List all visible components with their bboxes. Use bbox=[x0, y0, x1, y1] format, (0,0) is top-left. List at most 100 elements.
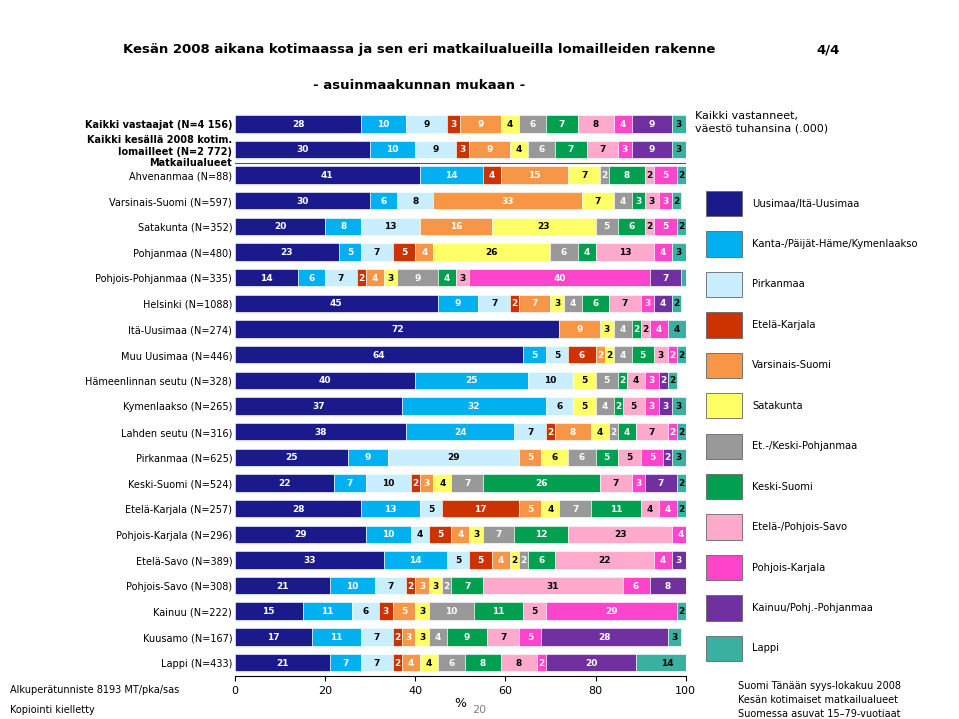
Text: 7: 7 bbox=[342, 659, 348, 667]
Text: 9: 9 bbox=[414, 274, 421, 283]
Text: 23: 23 bbox=[537, 222, 550, 232]
Text: 8: 8 bbox=[480, 659, 486, 667]
Text: 5: 5 bbox=[603, 222, 610, 232]
Text: 21: 21 bbox=[276, 659, 289, 667]
Text: 15: 15 bbox=[528, 171, 541, 180]
Bar bbox=[235, 166, 420, 185]
Text: 5: 5 bbox=[663, 222, 668, 232]
Text: 3: 3 bbox=[663, 402, 668, 411]
Bar bbox=[235, 577, 330, 595]
Text: 5: 5 bbox=[401, 608, 408, 616]
Text: 10: 10 bbox=[386, 145, 399, 155]
Text: 6: 6 bbox=[628, 222, 635, 232]
Text: 38: 38 bbox=[315, 428, 327, 436]
Text: taloustutkimus oy: taloustutkimus oy bbox=[22, 18, 206, 36]
Bar bbox=[672, 449, 686, 467]
Text: 3: 3 bbox=[635, 479, 642, 488]
Bar bbox=[654, 295, 672, 313]
Text: 72: 72 bbox=[391, 325, 404, 334]
Bar bbox=[393, 243, 415, 262]
Bar bbox=[510, 551, 519, 569]
Bar bbox=[618, 218, 645, 236]
Bar bbox=[596, 346, 604, 365]
Text: 6: 6 bbox=[551, 453, 558, 462]
Text: 7: 7 bbox=[374, 248, 380, 257]
Text: 3: 3 bbox=[406, 633, 411, 642]
Text: 4: 4 bbox=[421, 248, 428, 257]
Bar bbox=[537, 654, 546, 672]
Text: 4: 4 bbox=[439, 479, 446, 488]
Text: 9: 9 bbox=[486, 145, 493, 155]
Bar bbox=[527, 372, 573, 390]
Bar bbox=[654, 218, 677, 236]
Text: 4: 4 bbox=[620, 197, 626, 206]
Bar bbox=[460, 115, 501, 134]
Bar bbox=[527, 551, 555, 569]
Bar bbox=[667, 628, 681, 646]
Bar bbox=[614, 397, 622, 416]
Text: 2: 2 bbox=[669, 428, 675, 436]
Text: 6: 6 bbox=[529, 120, 535, 129]
Bar bbox=[452, 475, 482, 493]
Bar bbox=[429, 628, 447, 646]
FancyBboxPatch shape bbox=[706, 474, 742, 499]
Text: 6: 6 bbox=[593, 299, 598, 308]
Text: 3: 3 bbox=[419, 633, 425, 642]
Bar bbox=[302, 603, 352, 621]
Bar bbox=[452, 577, 482, 595]
Bar bbox=[415, 603, 429, 621]
Bar bbox=[632, 115, 672, 134]
Text: 28: 28 bbox=[598, 633, 611, 642]
Bar bbox=[393, 628, 402, 646]
Text: 22: 22 bbox=[278, 479, 291, 488]
Text: 4: 4 bbox=[660, 299, 667, 308]
Bar bbox=[365, 475, 410, 493]
Text: 3: 3 bbox=[676, 145, 682, 155]
Bar bbox=[482, 577, 622, 595]
FancyBboxPatch shape bbox=[706, 515, 742, 540]
Bar bbox=[501, 654, 537, 672]
Text: 6: 6 bbox=[309, 274, 315, 283]
Bar bbox=[437, 654, 465, 672]
Text: 7: 7 bbox=[500, 633, 506, 642]
Bar bbox=[235, 346, 524, 365]
Text: 30: 30 bbox=[296, 197, 309, 206]
Bar bbox=[365, 269, 384, 288]
Text: 3: 3 bbox=[419, 582, 425, 590]
Text: 3: 3 bbox=[621, 145, 628, 155]
Text: 26: 26 bbox=[485, 248, 498, 257]
Text: 4: 4 bbox=[624, 428, 630, 436]
Bar bbox=[235, 551, 384, 569]
Bar bbox=[546, 346, 569, 365]
Bar bbox=[600, 320, 614, 339]
Bar bbox=[559, 500, 591, 518]
Text: 3: 3 bbox=[433, 582, 438, 590]
Text: 3: 3 bbox=[648, 376, 655, 385]
FancyBboxPatch shape bbox=[706, 312, 742, 337]
Bar bbox=[677, 346, 686, 365]
Bar bbox=[667, 346, 677, 365]
Text: 2: 2 bbox=[444, 582, 450, 590]
Text: 4: 4 bbox=[498, 556, 504, 565]
Bar bbox=[384, 551, 447, 569]
Text: 3: 3 bbox=[648, 402, 655, 411]
Text: 2: 2 bbox=[678, 222, 685, 232]
Bar bbox=[379, 603, 393, 621]
Text: 2: 2 bbox=[678, 505, 685, 513]
Text: 2: 2 bbox=[669, 351, 675, 360]
Bar bbox=[420, 475, 433, 493]
Bar bbox=[384, 269, 397, 288]
FancyBboxPatch shape bbox=[706, 191, 742, 216]
Bar bbox=[672, 295, 681, 313]
Text: Alkuperätunniste 8193 MT/pka/sas: Alkuperätunniste 8193 MT/pka/sas bbox=[10, 685, 178, 695]
Text: 6: 6 bbox=[448, 659, 455, 667]
Text: 7: 7 bbox=[347, 479, 353, 488]
Text: 7: 7 bbox=[531, 299, 538, 308]
Text: 2: 2 bbox=[511, 299, 518, 308]
Bar bbox=[415, 243, 433, 262]
Text: 4/4: 4/4 bbox=[817, 43, 840, 56]
Text: 5: 5 bbox=[527, 505, 533, 513]
Text: 6: 6 bbox=[538, 145, 545, 155]
Bar bbox=[614, 115, 632, 134]
Text: Satakunta: Satakunta bbox=[752, 400, 803, 411]
